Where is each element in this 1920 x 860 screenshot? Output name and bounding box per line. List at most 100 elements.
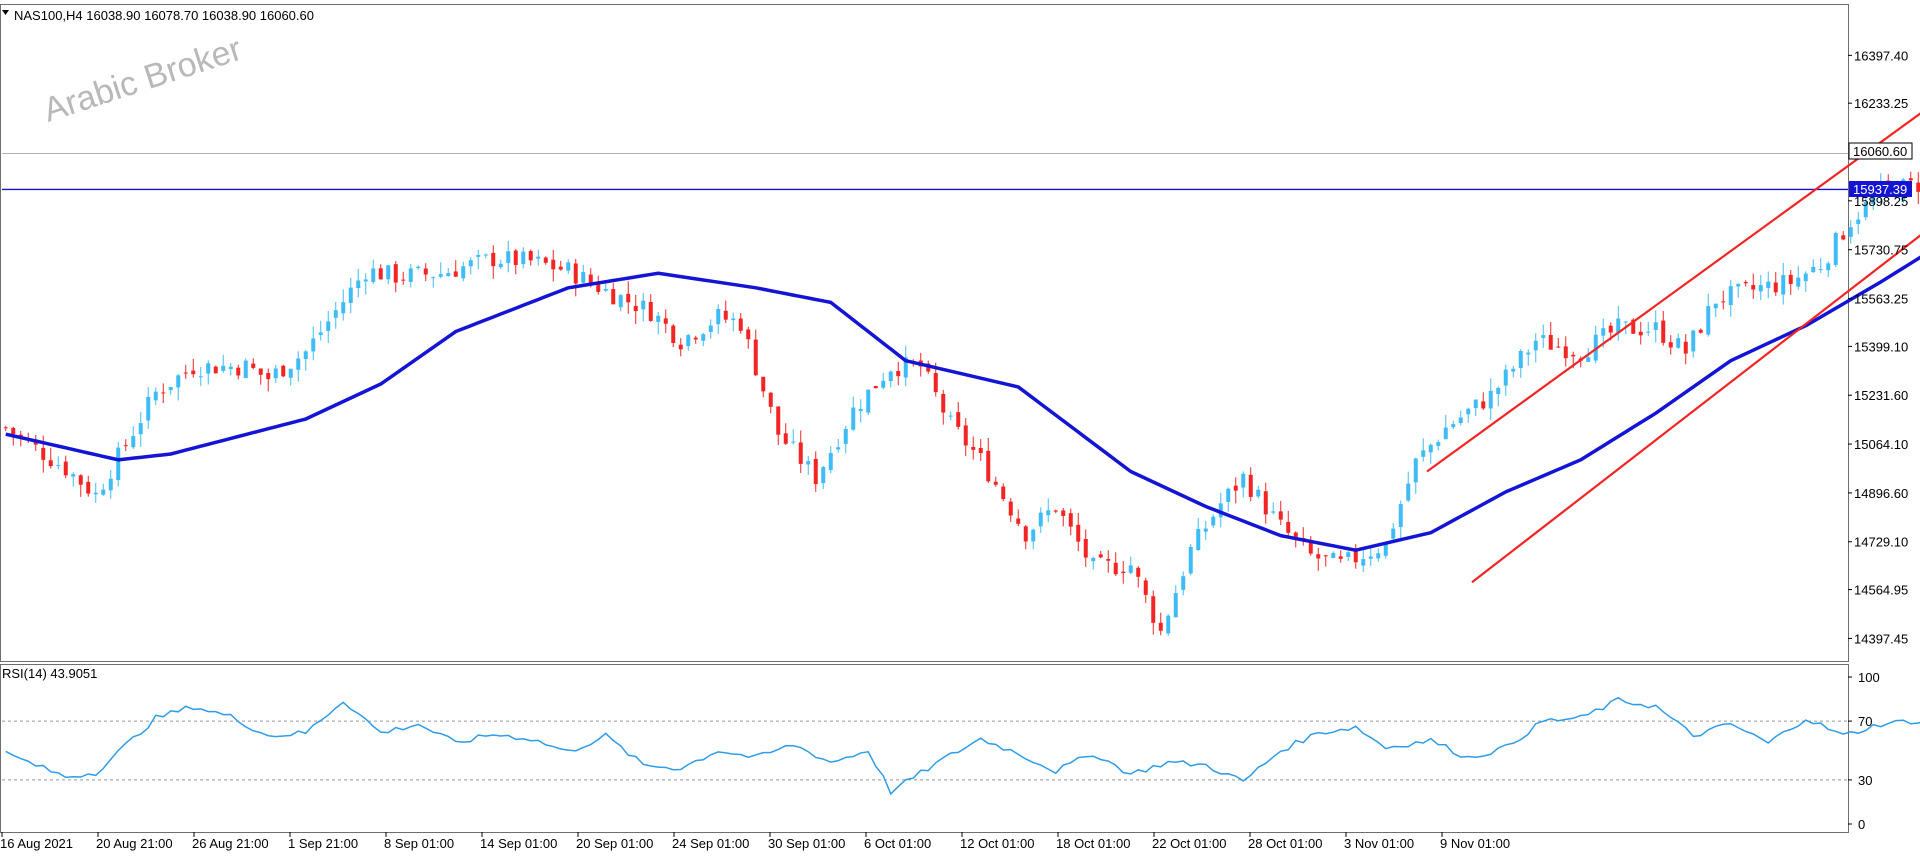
candle-body — [1323, 555, 1328, 557]
candle-body — [1113, 562, 1118, 575]
candle-body — [881, 380, 886, 388]
candle-body — [1316, 554, 1321, 559]
candle-body — [1031, 529, 1036, 542]
candle-body — [506, 251, 511, 263]
candle-body — [483, 254, 488, 256]
candle-body — [146, 396, 151, 421]
candle-body — [768, 392, 773, 407]
candle-body — [1631, 319, 1636, 334]
rsi-line — [5, 696, 1920, 796]
price-tick-label: 15898.25 — [1854, 194, 1908, 209]
candle-body — [3, 427, 8, 429]
candle-body — [1346, 552, 1351, 557]
price-tick-label: 15064.10 — [1854, 437, 1908, 452]
candle-body — [821, 467, 826, 484]
candle-body — [1391, 528, 1396, 539]
rsi-layer — [2, 696, 1920, 796]
candle-body — [281, 365, 286, 377]
candle-body — [123, 445, 128, 447]
candle-body — [1586, 357, 1591, 362]
candle-body — [1143, 580, 1148, 595]
candle-body — [71, 474, 76, 477]
candle-body — [1796, 277, 1801, 287]
candle-body — [1443, 427, 1448, 440]
candle-body — [1308, 541, 1313, 554]
candle-body — [1698, 329, 1703, 333]
candle-body — [213, 366, 218, 374]
current-price-label: 16060.60 — [1853, 144, 1907, 159]
time-tick-label: 9 Nov 01:00 — [1440, 836, 1510, 851]
candle-body — [48, 460, 53, 467]
candle-body — [1016, 518, 1021, 524]
candle-body — [423, 268, 428, 275]
candle-body — [896, 371, 901, 377]
candle-body — [1833, 232, 1838, 265]
candle-body — [1256, 489, 1261, 497]
candle-body — [243, 360, 248, 379]
candle-body — [1061, 510, 1066, 516]
candle-body — [461, 266, 466, 279]
rsi-tick-label: 30 — [1858, 773, 1872, 788]
candle-body — [101, 489, 106, 495]
candle-body — [701, 334, 706, 341]
candle-body — [1803, 273, 1808, 282]
candle-body — [1331, 552, 1336, 558]
candle-body — [1848, 227, 1853, 237]
candle-body — [1076, 524, 1081, 542]
candle-body — [806, 461, 811, 465]
candle-body — [378, 268, 383, 280]
rsi-tick-label: 70 — [1858, 714, 1872, 729]
candle-body — [108, 478, 113, 491]
candle-body — [416, 266, 421, 268]
candle-body — [1788, 274, 1793, 284]
candle-body — [138, 423, 143, 435]
candle-body — [626, 293, 631, 303]
candle-body — [56, 465, 61, 467]
candle-body — [866, 389, 871, 413]
time-tick-label: 12 Oct 01:00 — [960, 836, 1034, 851]
candle-body — [1083, 538, 1088, 558]
candle-body — [221, 365, 226, 371]
candle-body — [1751, 285, 1756, 290]
candle-body — [1653, 322, 1658, 330]
candle-body — [468, 260, 473, 267]
candle-body — [1436, 442, 1441, 446]
candle-body — [1376, 553, 1381, 559]
candle-body — [153, 391, 158, 401]
candle-body — [791, 441, 796, 443]
candle-body — [318, 332, 323, 336]
candle-body — [1593, 334, 1598, 361]
candle-body — [798, 442, 803, 464]
candle-body — [438, 274, 443, 277]
candle-body — [1046, 510, 1051, 516]
triangle-down-icon[interactable] — [2, 10, 9, 15]
candle-body — [191, 370, 196, 375]
candle-body — [971, 446, 976, 450]
candle-body — [1473, 399, 1478, 409]
candle-body — [453, 271, 458, 277]
candle-body — [1766, 281, 1771, 289]
hline-price-tag — [1849, 181, 1912, 197]
candle-body — [723, 310, 728, 320]
candle-body — [311, 338, 316, 352]
candle-body — [63, 461, 68, 476]
candle-body — [1841, 235, 1846, 240]
candle-body — [1638, 331, 1643, 336]
candle-body — [708, 325, 713, 332]
candle-body — [1601, 328, 1606, 336]
candle-body — [1616, 318, 1621, 334]
candle-body — [356, 280, 361, 289]
candle-body — [761, 376, 766, 392]
current-price-tag — [1848, 142, 1913, 160]
candle-body — [746, 329, 751, 340]
candle-body — [978, 448, 983, 453]
candle-body — [1361, 559, 1366, 566]
candle-body — [858, 408, 863, 412]
candle-body — [1428, 444, 1433, 453]
candle-body — [1466, 408, 1471, 415]
time-tick-label: 14 Sep 01:00 — [480, 836, 557, 851]
candle-body — [633, 305, 638, 312]
candle-body — [1368, 556, 1373, 559]
candle-body — [236, 367, 241, 376]
candle-body — [1721, 301, 1726, 303]
